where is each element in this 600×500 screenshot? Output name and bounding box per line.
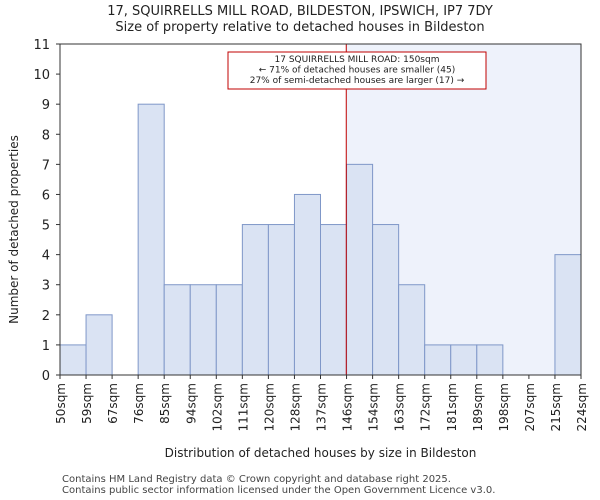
y-tick-label-11: 11 [33,38,50,53]
y-tick-label-10: 10 [33,68,50,83]
bar-181sqm [450,344,478,376]
x-tick-label-50sqm: 50sqm [54,383,68,424]
y-tick-label-6: 6 [42,188,50,203]
y-tick-label-2: 2 [42,309,50,324]
bar-172sqm [424,344,452,376]
y-tick-label-0: 0 [42,369,50,384]
bar-59sqm [85,314,113,376]
x-tick-label-224sqm: 224sqm [575,383,589,431]
y-axis-label: Number of detached properties [7,135,21,324]
x-tick-label-59sqm: 59sqm [80,383,94,424]
bar-163sqm [398,284,426,376]
x-tick-label-111sqm: 111sqm [236,383,250,431]
chart-subtitle: Size of property relative to detached ho… [115,20,485,35]
y-tick-label-4: 4 [42,249,50,264]
x-tick-label-120sqm: 120sqm [262,383,276,431]
x-tick-label-189sqm: 189sqm [471,383,485,431]
y-tick-label-3: 3 [42,279,50,294]
bar-215sqm [554,254,582,376]
x-tick-label-172sqm: 172sqm [419,383,433,431]
x-tick-label-146sqm: 146sqm [341,383,355,431]
y-tick-label-1: 1 [42,339,50,354]
x-tick-label-94sqm: 94sqm [184,383,198,424]
footer-line-2: Contains public sector information licen… [62,485,496,496]
y-tick-label-5: 5 [42,219,50,234]
footer-line-1: Contains HM Land Registry data © Crown c… [62,474,451,485]
x-tick-label-67sqm: 67sqm [106,383,120,424]
x-axis-label: Distribution of detached houses by size … [165,446,477,460]
bar-128sqm [293,193,322,376]
bar-102sqm [215,284,243,376]
x-tick-label-85sqm: 85sqm [158,383,172,424]
y-tick-label-8: 8 [42,128,50,143]
bar-85sqm [163,284,191,376]
y-tick-label-7: 7 [42,158,50,173]
bar-189sqm [476,344,504,376]
x-tick-label-163sqm: 163sqm [393,383,407,431]
bar-154sqm [372,224,400,376]
x-tick-label-137sqm: 137sqm [315,383,329,431]
x-tick-label-198sqm: 198sqm [497,383,511,431]
annotation-line-1: 17 SQUIRRELLS MILL ROAD: 150sqm [275,55,440,65]
histogram-chart: 0 1 2 3 4 5 6 7 8 9 10 11 50sqm 59sqm 67sqm 76sqm 85sqm… [7,38,589,460]
y-tick-label-9: 9 [42,98,50,113]
annotation-box: 17 SQUIRRELLS MILL ROAD: 150sqm ← 71% of… [227,51,487,90]
x-tick-label-215sqm: 215sqm [549,383,563,431]
x-tick-label-102sqm: 102sqm [210,383,224,431]
x-tick-label-128sqm: 128sqm [288,383,302,431]
bar-111sqm [241,224,269,376]
bar-120sqm [267,224,295,376]
bar-146sqm [346,163,374,376]
x-tick-label-76sqm: 76sqm [132,383,146,424]
bar-76sqm [137,103,165,376]
x-tick-label-207sqm: 207sqm [523,383,537,431]
x-tick-label-154sqm: 154sqm [367,383,381,431]
annotation-line-3: 27% of semi-detached houses are larger (… [250,76,465,86]
annotation-line-2: ← 71% of detached houses are smaller (45… [259,66,456,76]
bar-137sqm [320,224,348,376]
bar-94sqm [189,284,217,376]
bar-50sqm [59,344,87,376]
x-tick-label-181sqm: 181sqm [445,383,459,431]
chart-title: 17, SQUIRRELLS MILL ROAD, BILDESTON, IPS… [107,4,493,19]
